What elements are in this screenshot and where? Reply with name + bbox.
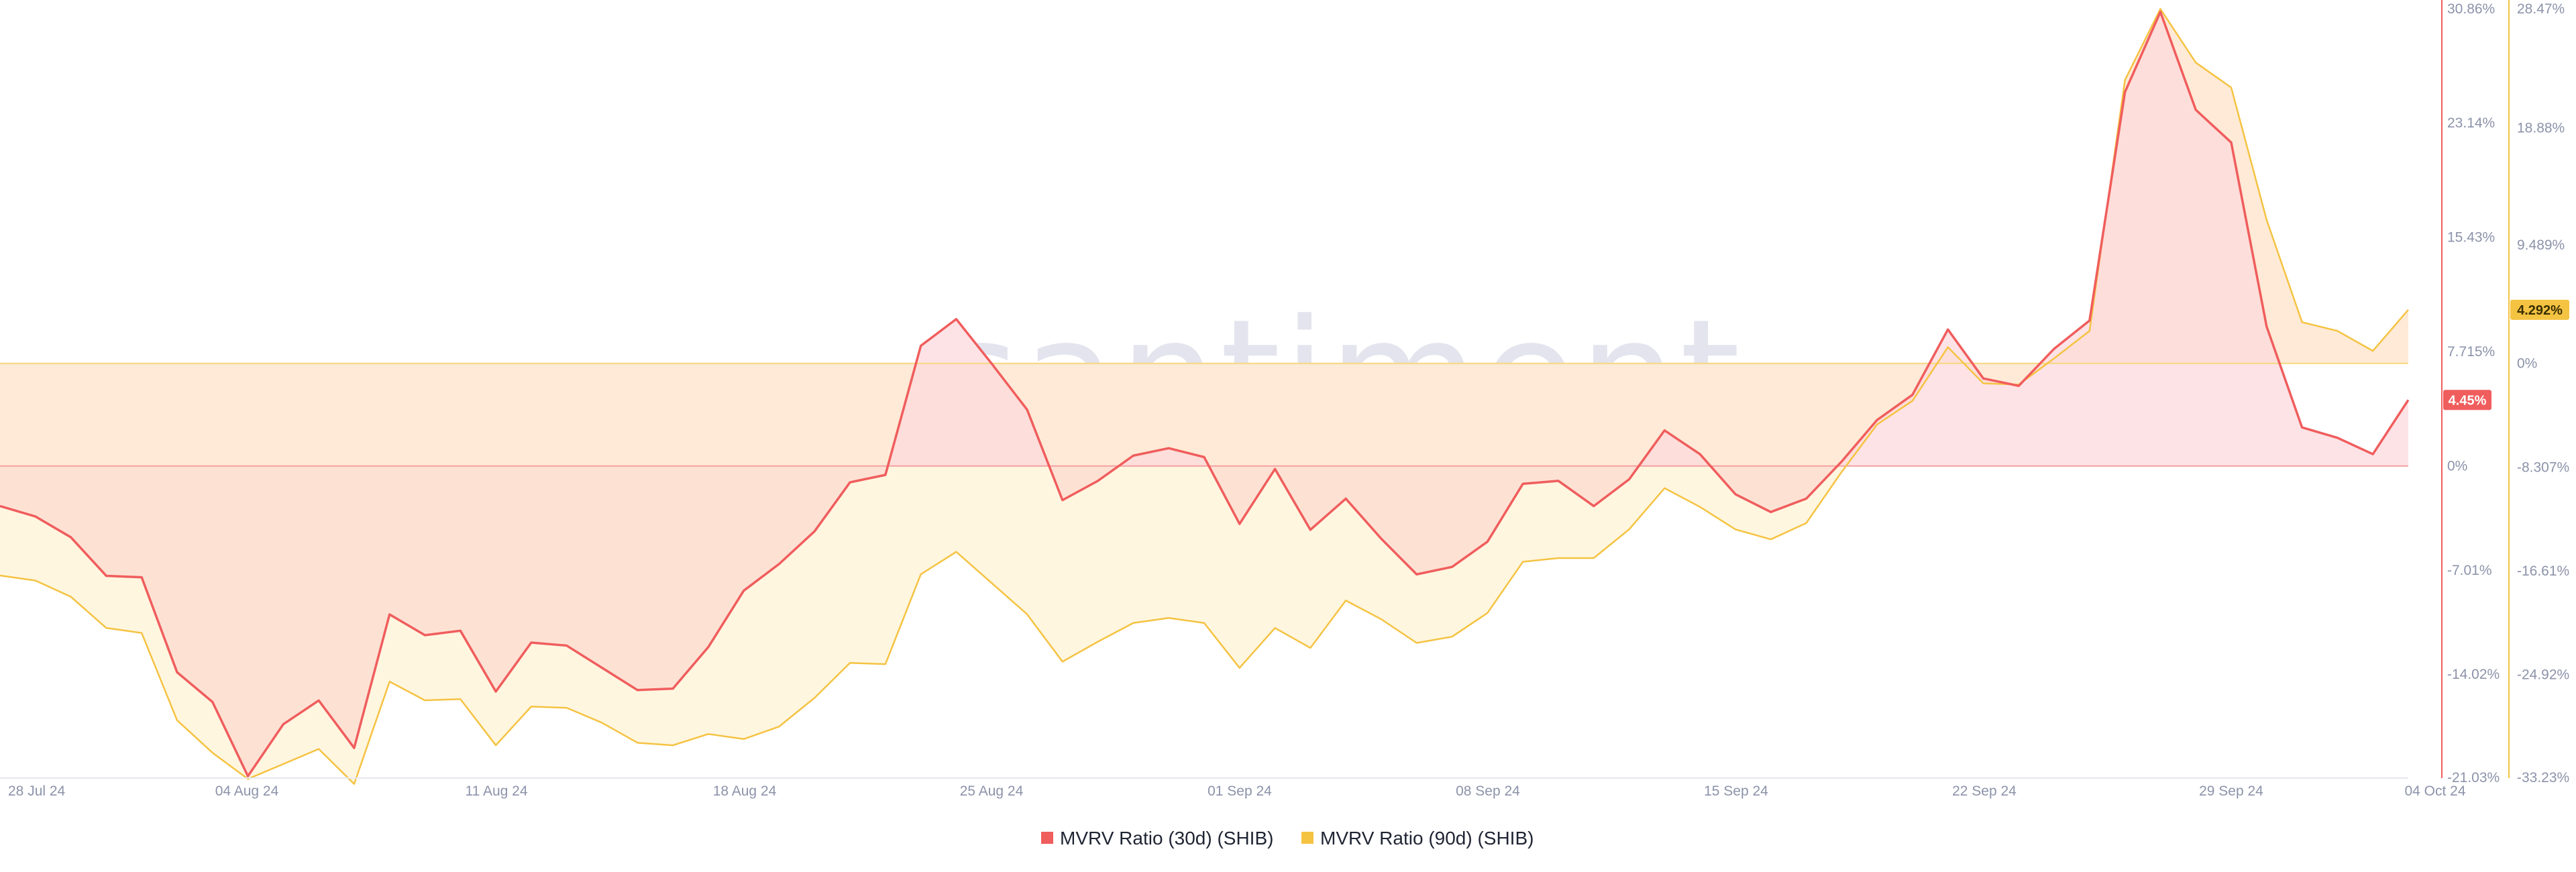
- x-tick-label: 15 Sep 24: [1704, 783, 1768, 799]
- x-tick-label: 08 Sep 24: [1456, 783, 1520, 799]
- series-overlap-tint: [0, 9, 2408, 466]
- x-axis-ticks: 28 Jul 24 04 Aug 24 11 Aug 24 18 Aug 24 25 A…: [8, 783, 2466, 799]
- legend-swatch-30d: [1041, 832, 1053, 844]
- x-tick-label: 25 Aug 24: [960, 783, 1024, 799]
- series-30d-area-below: [0, 466, 1837, 777]
- y-left-tick-label: 15.43%: [2447, 229, 2495, 245]
- y-left-tick-label: 30.86%: [2447, 1, 2495, 17]
- legend-label-90d: MVRV Ratio (90d) (SHIB): [1320, 828, 1534, 849]
- y-left-tick-label: -14.02%: [2447, 667, 2500, 682]
- x-tick-label: 29 Sep 24: [2199, 783, 2263, 799]
- x-tick-label: 04 Oct 24: [2404, 783, 2465, 799]
- y-right-tick-label: 9.489%: [2517, 237, 2565, 253]
- y-left-tick-label: -21.03%: [2447, 770, 2500, 785]
- y-right-tick-label: 18.88%: [2517, 120, 2565, 135]
- x-tick-label: 01 Sep 24: [1208, 783, 1272, 799]
- current-value-badges: 4.45% 4.292%: [2443, 299, 2569, 411]
- y-right-tick-label: -24.92%: [2517, 667, 2569, 682]
- y-left-tick-label: 7.715%: [2447, 344, 2495, 360]
- y-right-tick-label: -33.23%: [2517, 770, 2569, 785]
- legend-label-30d: MVRV Ratio (30d) (SHIB): [1060, 828, 1273, 849]
- axes: [0, 0, 2510, 779]
- badge-30d-bg: [2443, 390, 2491, 411]
- chart-legend: MVRV Ratio (30d) (SHIB) MVRV Ratio (90d) …: [1041, 828, 1534, 849]
- y-left-tick-label: 23.14%: [2447, 115, 2495, 131]
- x-tick-label: 11 Aug 24: [465, 783, 527, 799]
- y-right-tick-label: -8.307%: [2517, 459, 2569, 475]
- y-axis-left-ticks: 30.86% 23.14% 15.43% 7.715% 0% -7.01% -14.02% -…: [2447, 1, 2500, 785]
- series-areas: [0, 9, 2408, 784]
- legend-swatch-90d: [1301, 832, 1313, 844]
- y-axis-right-ticks: 28.47% 18.88% 9.489% 0% -8.307% -16.61% -24.92…: [2517, 1, 2569, 785]
- x-tick-label: 22 Sep 24: [1952, 783, 2017, 799]
- series-30d-line: [0, 11, 2410, 777]
- y-right-tick-label: 28.47%: [2517, 1, 2565, 17]
- x-tick-label: 18 Aug 24: [713, 783, 777, 799]
- badge-90d-label: 4.292%: [2517, 303, 2563, 318]
- y-left-tick-label: -7.01%: [2447, 563, 2492, 578]
- series-30d-area-above: [0, 11, 2408, 466]
- x-tick-label: 04 Aug 24: [215, 783, 279, 799]
- badge-90d-bg: [2510, 299, 2569, 320]
- y-right-tick-label: -16.61%: [2517, 563, 2569, 579]
- x-tick-label: 28 Jul 24: [8, 783, 66, 799]
- y-left-tick-label: 0%: [2447, 459, 2467, 474]
- y-right-tick-label: 0%: [2517, 356, 2537, 372]
- series-lines: [0, 8, 2410, 785]
- badge-30d-label: 4.45%: [2449, 393, 2487, 408]
